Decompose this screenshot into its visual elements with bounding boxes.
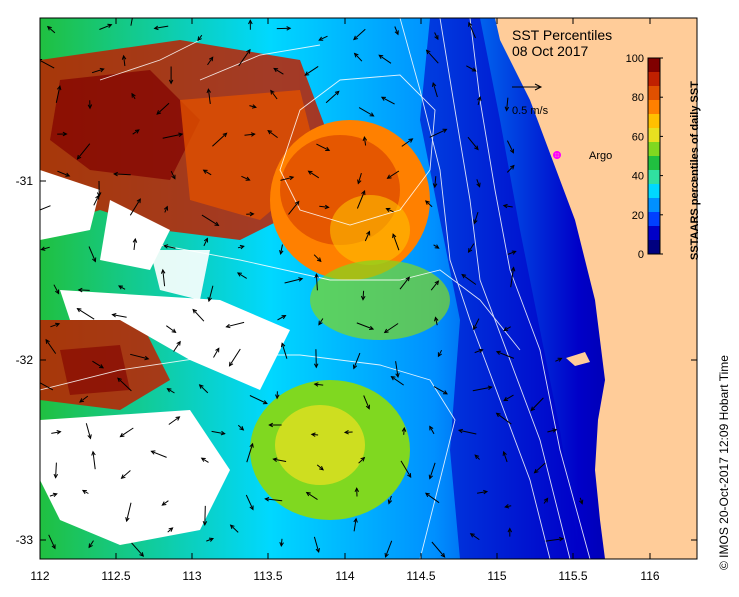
vector-scale-label: 0.5 m/s [512,105,549,117]
map-title: SST Percentiles [512,27,612,43]
lon-tick-label: 115.5 [558,569,587,583]
colorbar-swatch [648,114,660,129]
colorbar-swatch [648,128,660,143]
lon-tick-label: 112.5 [101,569,130,583]
colorbar-tick-label: 20 [632,210,644,222]
colorbar-swatch [648,170,660,185]
lat-tick-label: -32 [16,353,34,367]
lon-tick-label: 112 [30,569,49,583]
colorbar-swatch [648,240,660,255]
lon-tick-label: 115 [487,569,506,583]
current-arrowhead [131,13,135,17]
current-arrow [205,506,206,525]
map-date: 08 Oct 2017 [512,43,588,59]
colorbar-swatch [648,226,660,241]
argo-marker [553,151,561,159]
lat-tick-label: -33 [16,533,34,547]
argo-label: Argo [589,150,612,162]
colorbar-swatch [648,198,660,213]
colorbar-tick-label: 60 [632,131,644,143]
lat-tick-label: -31 [16,174,34,188]
colorbar-swatch [648,86,660,101]
colorbar-swatch [648,184,660,199]
colorbar-tick-label: 100 [626,53,644,65]
colorbar-swatch [648,156,660,171]
colorbar-swatch [648,72,660,87]
lon-tick-label: 113 [182,569,201,583]
colorbar-swatch [648,212,660,227]
lon-tick-label: 114.5 [406,569,435,583]
colorbar-swatch [648,142,660,157]
colorbar-swatch [648,100,660,115]
colorbar-title: SSTAARS percentiles of daily SST [689,81,701,260]
sst-field [32,13,697,559]
lon-tick-label: 114 [335,569,354,583]
colorbar-tick-label: 40 [632,171,644,183]
credit-text: © IMOS 20-Oct-2017 12:09 Hobart Time [717,355,731,570]
current-arrowhead [32,210,36,213]
colorbar-tick-label: 0 [638,249,644,261]
colorbar-swatch [648,58,660,73]
lon-tick-label: 113.5 [253,569,282,583]
lon-tick-label: 116 [640,569,659,583]
colorbar-tick-label: 80 [632,92,644,104]
